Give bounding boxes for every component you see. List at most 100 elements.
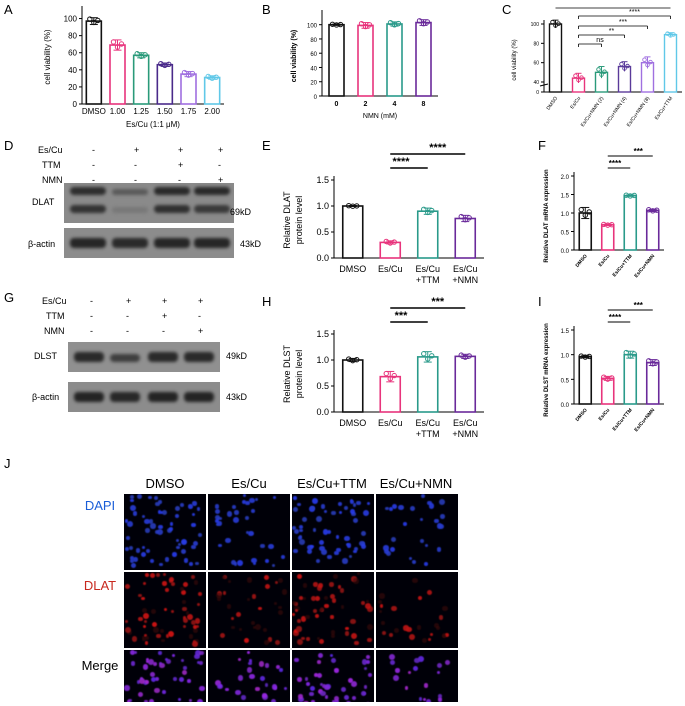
cell-nucleus xyxy=(142,624,146,628)
cell-nucleus xyxy=(175,539,179,543)
cell-nucleus xyxy=(196,624,200,628)
y-tick-label: 20 xyxy=(68,83,77,92)
cell-nucleus xyxy=(268,543,274,550)
x-tick-label: +TTM xyxy=(416,275,440,285)
blot-g-sign: - xyxy=(90,311,93,321)
significance-label: **** xyxy=(629,9,640,16)
x-tick-label: Es/Cu xyxy=(415,264,440,274)
cell-nucleus xyxy=(158,651,162,655)
cell-nucleus xyxy=(239,627,243,631)
cell-nucleus xyxy=(331,657,336,663)
cell-nucleus xyxy=(301,636,305,640)
data-point xyxy=(599,72,604,77)
bar xyxy=(85,20,103,105)
cell-nucleus xyxy=(197,591,202,596)
cell-nucleus xyxy=(195,650,201,656)
cell-nucleus xyxy=(126,630,132,636)
blot-d-row-label: TTM xyxy=(42,160,61,170)
cell-nucleus xyxy=(248,659,252,663)
data-point xyxy=(142,52,148,58)
data-point xyxy=(91,19,97,26)
cell-nucleus xyxy=(128,698,133,702)
cell-nucleus xyxy=(294,528,300,534)
cell-nucleus xyxy=(383,545,389,551)
cell-nucleus xyxy=(305,682,310,687)
cell-nucleus xyxy=(345,626,349,631)
cell-nucleus xyxy=(350,618,356,624)
x-tick-label: DMSO xyxy=(575,253,589,268)
cell-nucleus xyxy=(298,525,303,530)
y-tick-label: 0 xyxy=(536,90,539,96)
x-tick-label: Es/Cu+TTM xyxy=(612,253,634,278)
cell-nucleus xyxy=(317,653,323,659)
cell-nucleus xyxy=(130,505,137,512)
cell-nucleus xyxy=(187,678,191,683)
cell-nucleus xyxy=(344,535,350,542)
cell-nucleus xyxy=(352,696,357,701)
cell-nucleus xyxy=(175,513,180,518)
cell-nucleus xyxy=(162,572,166,577)
cell-nucleus xyxy=(329,653,334,658)
if-image xyxy=(292,572,374,648)
cell-nucleus xyxy=(189,561,194,566)
blot-d-band-kd: 69kD xyxy=(230,207,252,217)
cell-nucleus xyxy=(236,612,242,618)
cell-nucleus xyxy=(390,660,396,666)
x-tick-label: Es/Cu+NMN (2) xyxy=(580,95,605,128)
cell-nucleus xyxy=(140,676,144,680)
cell-nucleus xyxy=(188,504,193,509)
cell-nucleus xyxy=(150,573,156,579)
significance-label: *** xyxy=(619,19,627,26)
blot-d-row-label: NMN xyxy=(42,175,63,185)
cell-nucleus xyxy=(139,678,146,684)
y-axis-label: cell viability (%) xyxy=(43,29,52,84)
cell-nucleus xyxy=(219,517,223,521)
data-point xyxy=(622,66,627,71)
cell-nucleus xyxy=(428,503,434,509)
cell-nucleus xyxy=(183,666,187,670)
cell-nucleus xyxy=(218,683,223,688)
cell-nucleus xyxy=(262,693,268,698)
cell-nucleus xyxy=(196,698,203,702)
cell-nucleus xyxy=(312,498,319,504)
cell-nucleus xyxy=(365,603,371,610)
cell-nucleus xyxy=(311,700,315,702)
data-point xyxy=(110,39,117,45)
panel-label-e: E xyxy=(262,138,271,153)
bar xyxy=(416,356,439,413)
cell-nucleus xyxy=(353,550,357,554)
cell-nucleus xyxy=(199,650,204,656)
x-axis-label: Es/Cu (1:1 μM) xyxy=(126,120,180,129)
cell-nucleus xyxy=(333,573,339,579)
cell-nucleus xyxy=(326,554,332,560)
if-row-header: DAPI xyxy=(84,498,116,513)
blot-g-sign: - xyxy=(90,296,93,306)
cell-nucleus xyxy=(395,668,400,673)
data-point xyxy=(576,77,581,83)
cell-nucleus xyxy=(367,637,372,642)
cell-nucleus xyxy=(128,545,133,550)
data-point xyxy=(383,370,389,377)
cell-nucleus xyxy=(157,528,164,535)
cell-nucleus xyxy=(274,581,279,585)
blot-d-sign: + xyxy=(178,145,184,155)
blot-g-row-label: Es/Cu xyxy=(42,296,67,306)
data-point xyxy=(556,21,561,26)
x-tick-label: 0 xyxy=(335,101,339,108)
cell-nucleus xyxy=(192,512,196,516)
cell-nucleus xyxy=(318,583,323,588)
cell-nucleus xyxy=(249,497,255,504)
y-tick-label: 0.5 xyxy=(316,227,329,237)
cell-nucleus xyxy=(188,634,194,639)
cell-nucleus xyxy=(437,662,443,668)
cell-nucleus xyxy=(142,582,146,586)
cell-nucleus xyxy=(259,543,265,549)
if-image xyxy=(208,572,290,648)
cell-nucleus xyxy=(192,628,198,633)
cell-nucleus xyxy=(434,622,440,628)
y-tick-label: 20 xyxy=(310,81,317,87)
cell-nucleus xyxy=(126,700,130,702)
y-tick-label: 0.5 xyxy=(316,381,329,391)
y-tick-label: 1.5 xyxy=(316,175,329,185)
if-image xyxy=(208,494,290,570)
